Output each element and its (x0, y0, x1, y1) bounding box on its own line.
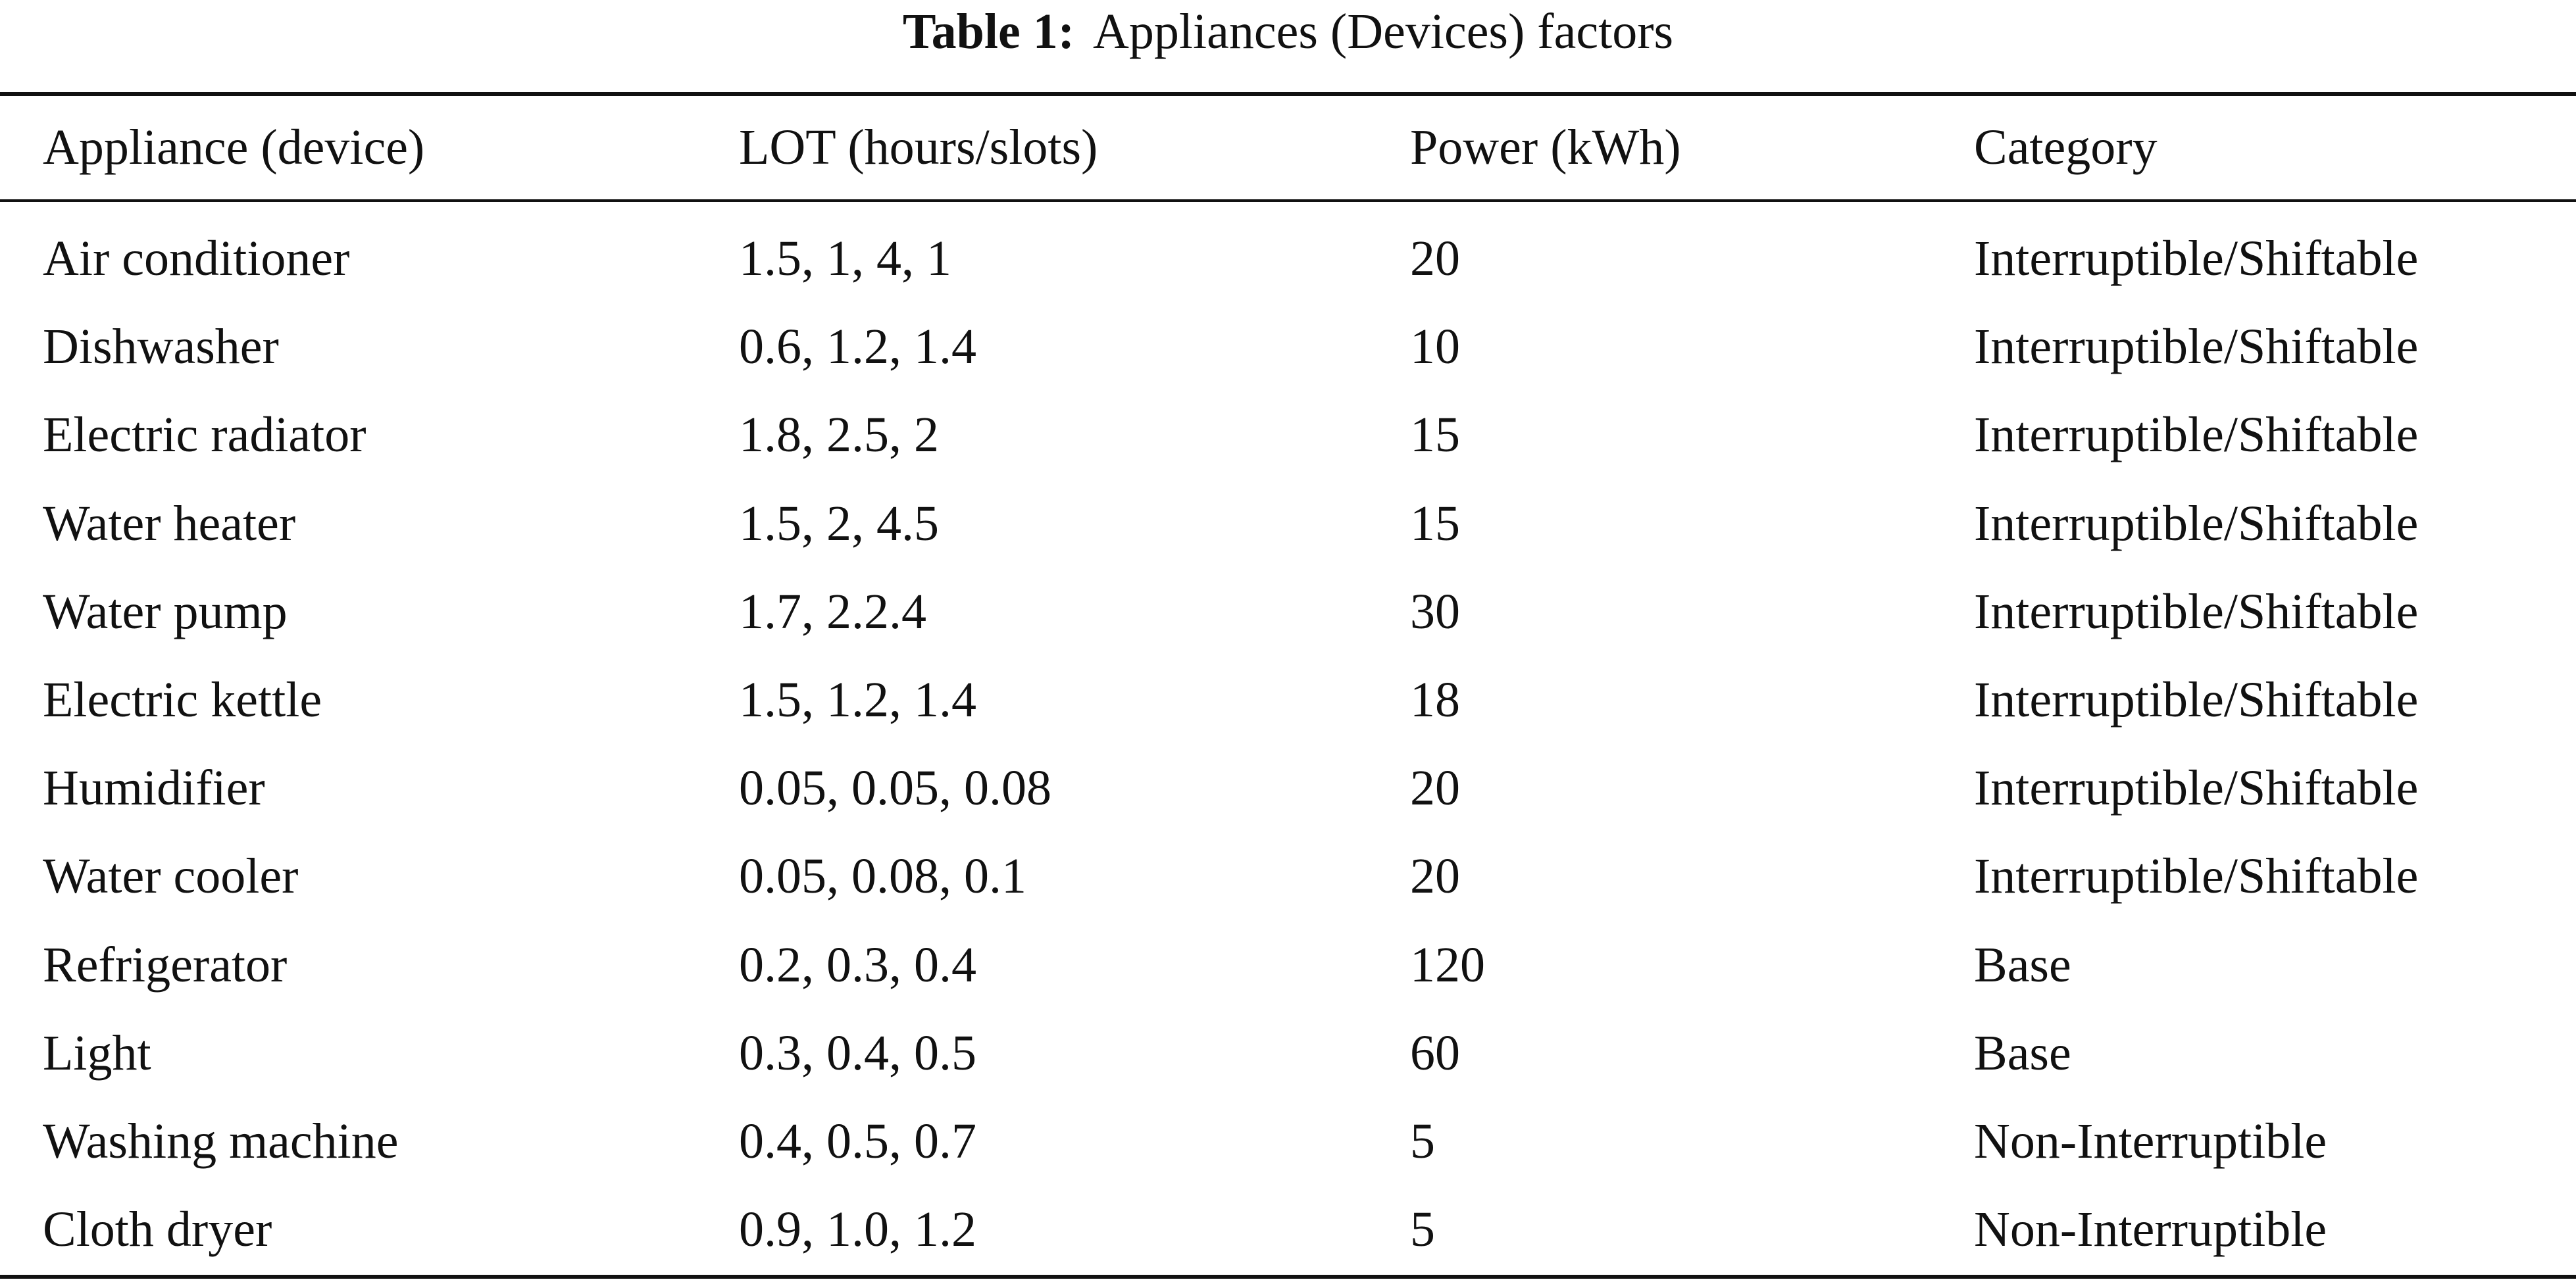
cell-lot: 0.05, 0.08, 0.1 (739, 849, 1026, 904)
cell-appliance: Electric radiator (43, 407, 366, 463)
cell-category: Interruptible/Shiftable (1974, 583, 2419, 639)
cell-lot: 0.6, 1.2, 1.4 (739, 319, 976, 375)
cell-lot: 0.3, 0.4, 0.5 (739, 1025, 976, 1081)
cell-appliance: Water cooler (43, 849, 299, 904)
table-row: Dishwasher 0.6, 1.2, 1.4 10 Interruptibl… (0, 303, 2576, 391)
table-row: Water cooler 0.05, 0.08, 0.1 20 Interrup… (0, 832, 2576, 920)
cell-category: Interruptible/Shiftable (1974, 407, 2419, 463)
cell-power: 60 (1410, 1025, 1460, 1081)
table-row: Cloth dryer 0.9, 1.0, 1.2 5 Non-Interrup… (0, 1185, 2576, 1273)
cell-appliance: Dishwasher (43, 319, 279, 375)
header-appliance: Appliance (device) (43, 120, 425, 175)
cell-lot: 0.2, 0.3, 0.4 (739, 937, 976, 993)
cell-appliance: Light (43, 1025, 151, 1081)
cell-lot: 1.5, 1, 4, 1 (739, 231, 951, 286)
cell-category: Interruptible/Shiftable (1974, 849, 2419, 904)
cell-category: Interruptible/Shiftable (1974, 495, 2419, 551)
table-caption-text: Appliances (Devices) factors (1093, 4, 1674, 59)
cell-category: Interruptible/Shiftable (1974, 231, 2419, 286)
cell-appliance: Humidifier (43, 760, 265, 816)
table-row: Air conditioner 1.5, 1, 4, 1 20 Interrup… (0, 214, 2576, 303)
table-bottom-rule (0, 1275, 2576, 1279)
cell-category: Non-Interruptible (1974, 1113, 2327, 1169)
table-row: Electric kettle 1.5, 1.2, 1.4 18 Interru… (0, 656, 2576, 744)
cell-power: 15 (1410, 495, 1460, 551)
cell-lot: 1.7, 2.2.4 (739, 583, 926, 639)
table-row: Electric radiator 1.8, 2.5, 2 15 Interru… (0, 391, 2576, 479)
table-row: Water heater 1.5, 2, 4.5 15 Interruptibl… (0, 480, 2576, 568)
cell-appliance: Water heater (43, 495, 296, 551)
cell-power: 5 (1410, 1202, 1435, 1258)
cell-lot: 0.9, 1.0, 1.2 (739, 1202, 976, 1258)
cell-category: Interruptible/Shiftable (1974, 760, 2419, 816)
cell-power: 20 (1410, 849, 1460, 904)
cell-lot: 0.05, 0.05, 0.08 (739, 760, 1051, 816)
cell-category: Base (1974, 937, 2071, 993)
table-header-row: Appliance (device) LOT (hours/slots) Pow… (0, 111, 2576, 184)
header-lot: LOT (hours/slots) (739, 120, 1098, 175)
cell-appliance: Refrigerator (43, 937, 288, 993)
cell-power: 15 (1410, 407, 1460, 463)
table-row: Washing machine 0.4, 0.5, 0.7 5 Non-Inte… (0, 1097, 2576, 1185)
cell-category: Base (1974, 1025, 2071, 1081)
cell-lot: 1.5, 2, 4.5 (739, 495, 939, 551)
cell-appliance: Washing machine (43, 1113, 399, 1169)
header-category: Category (1974, 120, 2158, 175)
cell-power: 120 (1410, 937, 1485, 993)
table-row: Water pump 1.7, 2.2.4 30 Interruptible/S… (0, 568, 2576, 656)
cell-category: Interruptible/Shiftable (1974, 319, 2419, 375)
cell-power: 18 (1410, 672, 1460, 728)
cell-lot: 1.8, 2.5, 2 (739, 407, 939, 463)
table-row: Refrigerator 0.2, 0.3, 0.4 120 Base (0, 921, 2576, 1009)
table-top-rule (0, 92, 2576, 96)
cell-power: 20 (1410, 760, 1460, 816)
cell-lot: 1.5, 1.2, 1.4 (739, 672, 976, 728)
cell-power: 5 (1410, 1113, 1435, 1169)
table-row: Humidifier 0.05, 0.05, 0.08 20 Interrupt… (0, 744, 2576, 832)
table-body: Air conditioner 1.5, 1, 4, 1 20 Interrup… (0, 214, 2576, 1273)
table-caption-label: Table 1: (902, 4, 1075, 59)
header-power: Power (kWh) (1410, 120, 1681, 175)
cell-lot: 0.4, 0.5, 0.7 (739, 1113, 976, 1169)
cell-power: 10 (1410, 319, 1460, 375)
cell-appliance: Electric kettle (43, 672, 322, 728)
table-caption: Table 1: Appliances (Devices) factors (0, 0, 2576, 71)
table-row: Light 0.3, 0.4, 0.5 60 Base (0, 1009, 2576, 1097)
cell-appliance: Air conditioner (43, 231, 350, 286)
cell-appliance: Cloth dryer (43, 1202, 272, 1258)
cell-category: Non-Interruptible (1974, 1202, 2327, 1258)
cell-appliance: Water pump (43, 583, 288, 639)
table-header-rule (0, 199, 2576, 202)
cell-category: Interruptible/Shiftable (1974, 672, 2419, 728)
cell-power: 30 (1410, 583, 1460, 639)
cell-power: 20 (1410, 231, 1460, 286)
